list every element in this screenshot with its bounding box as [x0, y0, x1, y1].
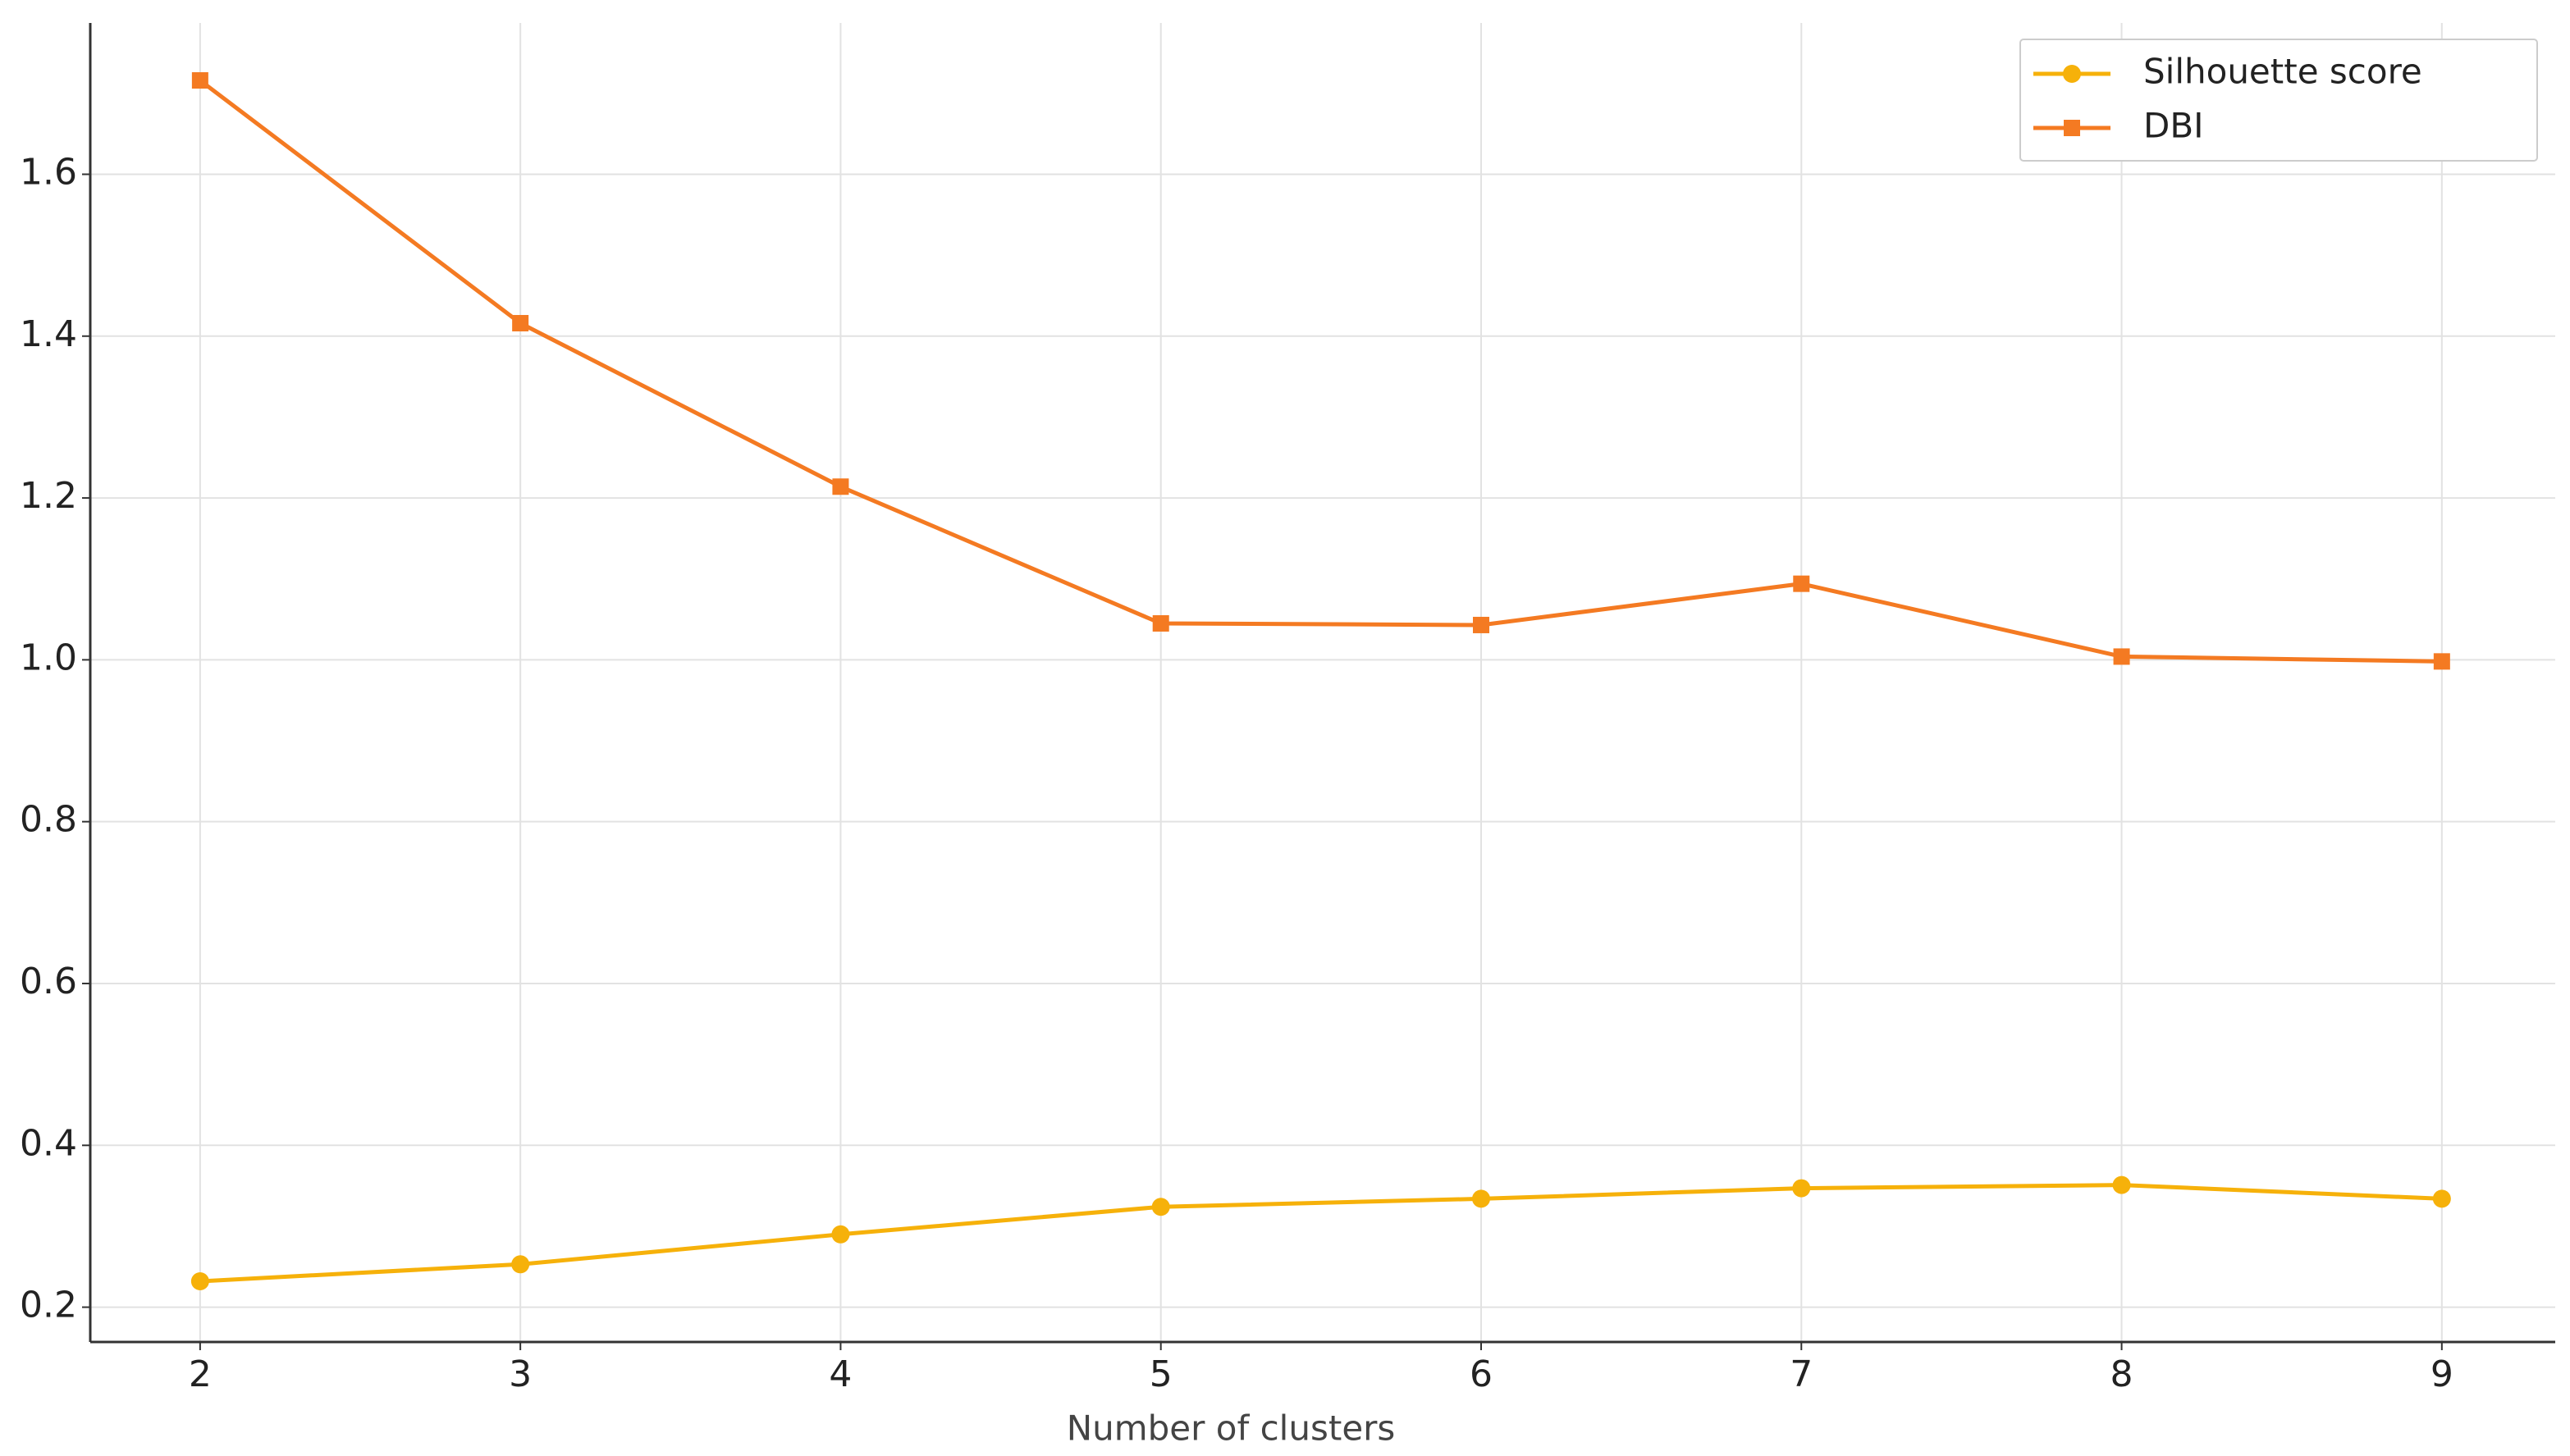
marker [1152, 614, 1169, 632]
legend-label: DBI [2143, 106, 2204, 146]
line [199, 1183, 2442, 1284]
marker [2112, 1175, 2131, 1194]
x-tick-label: 2 [189, 1353, 212, 1395]
x-tick-label: 4 [829, 1353, 852, 1395]
x-tick-label: 8 [2110, 1353, 2133, 1395]
y-tick-label: 0.8 [20, 799, 77, 841]
marker [191, 72, 208, 89]
legend-box [2019, 39, 2538, 162]
marker [2433, 653, 2450, 670]
y-tick-label: 0.6 [20, 961, 77, 1002]
marker [512, 314, 529, 331]
legend-marker [2063, 65, 2081, 83]
y-tick-label: 1.6 [20, 151, 77, 193]
line [199, 79, 2442, 664]
y-tick-label: 1.4 [20, 313, 77, 355]
x-axis-label: Number of clusters [1067, 1408, 1396, 1449]
y-tick-label: 0.2 [20, 1285, 77, 1326]
marker [2113, 648, 2130, 665]
marker [1793, 575, 1810, 592]
x-tick-label: 9 [2431, 1353, 2453, 1395]
x-tick-label: 3 [509, 1353, 532, 1395]
x-tick-label: 6 [1470, 1353, 1493, 1395]
legend-label: Silhouette score [2143, 52, 2422, 92]
marker [1151, 1198, 1170, 1216]
marker [1472, 616, 1489, 633]
marker [511, 1255, 530, 1274]
y-tick-label: 1.2 [20, 475, 77, 517]
x-tick-label: 7 [1790, 1353, 1813, 1395]
legend-marker [2064, 120, 2080, 136]
marker [1792, 1179, 1811, 1198]
marker [190, 1272, 209, 1291]
legend: Silhouette score DBI [2019, 39, 2538, 162]
marker [832, 478, 849, 495]
marker [1471, 1189, 1490, 1208]
marker [2432, 1189, 2451, 1208]
marker [831, 1225, 850, 1244]
y-tick-label: 1.0 [20, 637, 77, 678]
y-tick-label: 0.4 [20, 1122, 77, 1164]
x-tick-label: 5 [1150, 1353, 1173, 1395]
